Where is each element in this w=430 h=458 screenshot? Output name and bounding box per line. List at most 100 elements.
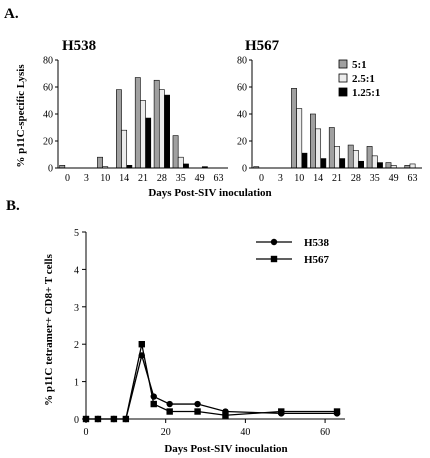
bar-h567-2-5-1-day-28	[352, 150, 359, 169]
legend-marker-h538	[270, 238, 278, 246]
panel-label-a: A.	[4, 6, 19, 22]
x-tick-label-h538-3: 3	[84, 173, 89, 184]
point-h567-day-35	[222, 412, 229, 419]
x-tick-label-h567-49: 49	[389, 173, 399, 184]
bar-h538-1-25-1-day-21	[145, 117, 152, 169]
y-tick-label-h538-0: 0	[48, 164, 53, 175]
legend-animals: H538 H567	[256, 237, 330, 266]
bar-h538-2-5-1-day-28	[158, 89, 165, 169]
x-tick-label-h567-28: 28	[351, 173, 361, 184]
y-tick-label-tetramer-0: 0	[74, 415, 79, 426]
axes-h567: 0 20 40 60 80 0 3 10 14 21 28 35 49 63	[237, 56, 422, 184]
bar-h567-5-1-day-28	[347, 144, 354, 169]
bar-h567-2-5-1-day-63	[409, 163, 416, 169]
x-tick-label-h538-10: 10	[100, 173, 110, 184]
x-tick-label-tetramer-40: 40	[240, 427, 250, 438]
bar-h538-2-5-1-day-21	[140, 100, 146, 169]
x-tick-label-h567-14: 14	[313, 173, 323, 184]
bar-h567-5-1-day-14	[310, 113, 316, 169]
axes-h538: 0 20 40 60 80 0 3 10 14 21 28 35 49 63	[43, 56, 228, 184]
x-tick-label-h538-28: 28	[157, 173, 167, 184]
axes-tetramer: 0 1 2 3 4 5 0 20 40 60	[74, 228, 345, 438]
x-tick-label-h567-21: 21	[332, 173, 342, 184]
x-tick-label-h567-3: 3	[278, 173, 283, 184]
legend-swatch-1-25-1	[338, 87, 348, 97]
y-tick-label-h538-40: 40	[43, 110, 53, 121]
y-tick-label-tetramer-2: 2	[74, 340, 79, 351]
chart-title-h538: H538	[62, 38, 96, 54]
x-tick-label-tetramer-60: 60	[320, 427, 330, 438]
bar-h567-1-25-1-day-14	[320, 158, 327, 169]
legend-label-2-5-1: 2.5:1	[352, 73, 375, 85]
point-h567-day-28	[194, 408, 201, 415]
y-tick-label-tetramer-1: 1	[74, 378, 79, 389]
bar-h538-5-1-day-21	[134, 77, 141, 169]
point-h567-day-63	[333, 408, 341, 415]
legend-label-h567: H567	[304, 254, 330, 266]
y-tick-label-tetramer-5: 5	[74, 228, 79, 239]
bar-h567-5-1-day-21	[328, 127, 335, 169]
bar-chart-h567: H567 0 20 40 60 80 0 3 10 14 21 28 35 49 63 5:1 2.5:1 1…	[237, 38, 422, 184]
x-tick-label-h567-63: 63	[408, 173, 418, 184]
x-tick-label-h538-49: 49	[195, 173, 205, 184]
bar-h538-2-5-1-day-14	[121, 129, 128, 169]
point-h538-day-28	[194, 400, 201, 408]
line-marks	[82, 341, 341, 423]
point-h538-day-21	[166, 400, 173, 408]
y-tick-label-h538-20: 20	[43, 137, 53, 148]
x-tick-label-h538-63: 63	[214, 173, 224, 184]
legend-ratios: 5:1 2.5:1 1.25:1	[338, 59, 380, 99]
x-tick-label-h567-35: 35	[370, 173, 380, 184]
panel-label-b: B.	[6, 198, 20, 214]
x-axis-label-top: Days Post-SIV inoculation	[148, 187, 271, 199]
bar-h567-5-1-day-10	[291, 88, 297, 169]
point-h567-day-21	[166, 408, 173, 415]
bar-h538-5-1-day-35	[172, 135, 179, 169]
bar-h538-1-25-1-day-35	[183, 163, 189, 169]
legend-label-1-25-1: 1.25:1	[352, 87, 380, 99]
bar-h567-1-25-1-day-10	[301, 152, 308, 169]
x-tick-label-h538-14: 14	[119, 173, 129, 184]
x-tick-label-h567-10: 10	[294, 173, 304, 184]
legend-label-5-1: 5:1	[352, 59, 367, 71]
x-tick-label-tetramer-20: 20	[161, 427, 171, 438]
x-tick-label-h538-0: 0	[65, 173, 70, 184]
x-tick-label-h538-35: 35	[176, 173, 186, 184]
bar-h567-2-5-1-day-10	[296, 108, 303, 169]
y-tick-label-h567-40: 40	[237, 110, 247, 121]
bar-h538-5-1-day-10	[97, 156, 103, 169]
bar-h567-1-25-1-day-21	[339, 158, 346, 169]
bar-h567-2-5-1-day-14	[315, 128, 322, 169]
bar-h567-1-25-1-day-28	[358, 160, 364, 169]
y-tick-label-h567-0: 0	[242, 164, 247, 175]
bar-h538-5-1-day-28	[153, 79, 160, 169]
legend-marker-h567	[270, 255, 278, 263]
bar-h538-5-1-day-14	[116, 89, 122, 169]
y-tick-label-h567-80: 80	[237, 56, 247, 67]
legend-label-h538: H538	[304, 237, 330, 249]
y-tick-label-tetramer-3: 3	[74, 303, 79, 314]
point-h567-day-14	[138, 341, 145, 348]
y-tick-label-h567-60: 60	[237, 83, 247, 94]
point-h567-day-49	[278, 408, 285, 415]
legend-swatch-2-5-1	[338, 73, 348, 83]
bar-h567-1-25-1-day-35	[377, 162, 383, 169]
bar-chart-h538: H538 % p11C-specific Lysis 0 20 40 60 80 0 3 10…	[15, 38, 228, 184]
x-tick-label-h567-0: 0	[259, 173, 264, 184]
bar-h567-2-5-1-day-21	[334, 146, 340, 169]
bar-h567-5-1-day-49	[385, 162, 392, 169]
bar-h538-1-25-1-day-28	[164, 94, 170, 169]
bar-marks-h538	[59, 77, 208, 169]
series-line-h538	[86, 352, 338, 420]
x-tick-label-h538-21: 21	[138, 173, 148, 184]
legend-swatch-5-1	[338, 59, 348, 69]
x-tick-label-tetramer-0: 0	[84, 427, 89, 438]
y-tick-label-h538-60: 60	[43, 83, 53, 94]
y-axis-label-lysis: % p11C-specific Lysis	[15, 64, 27, 168]
x-axis-label-bottom: Days Post-SIV inoculation	[164, 443, 287, 455]
y-axis-label-tetramer: % p11C tetramer+ CD8+ T cells	[43, 253, 55, 405]
chart-title-h567: H567	[245, 38, 280, 54]
line-chart-tetramer: % p11C tetramer+ CD8+ T cells Days Post-…	[43, 228, 345, 455]
bar-h567-2-5-1-day-35	[371, 155, 378, 169]
